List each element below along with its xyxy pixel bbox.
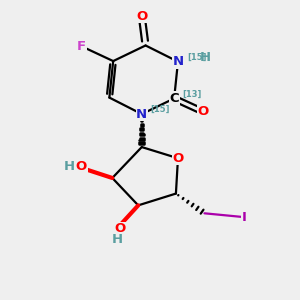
Text: N: N: [172, 55, 184, 68]
Text: H: H: [64, 160, 75, 173]
Text: O: O: [76, 160, 87, 173]
Text: [13]: [13]: [182, 90, 202, 99]
Text: C: C: [169, 92, 179, 105]
Text: O: O: [197, 105, 208, 118]
Text: O: O: [136, 10, 147, 22]
Text: [15]: [15]: [187, 53, 206, 62]
Text: N: N: [136, 108, 147, 121]
Text: O: O: [114, 222, 125, 236]
Text: H: H: [112, 233, 123, 246]
Text: [15]: [15]: [151, 105, 170, 114]
Text: F: F: [77, 40, 86, 53]
Text: O: O: [172, 152, 184, 165]
Text: H: H: [200, 51, 211, 64]
Text: I: I: [242, 211, 247, 224]
